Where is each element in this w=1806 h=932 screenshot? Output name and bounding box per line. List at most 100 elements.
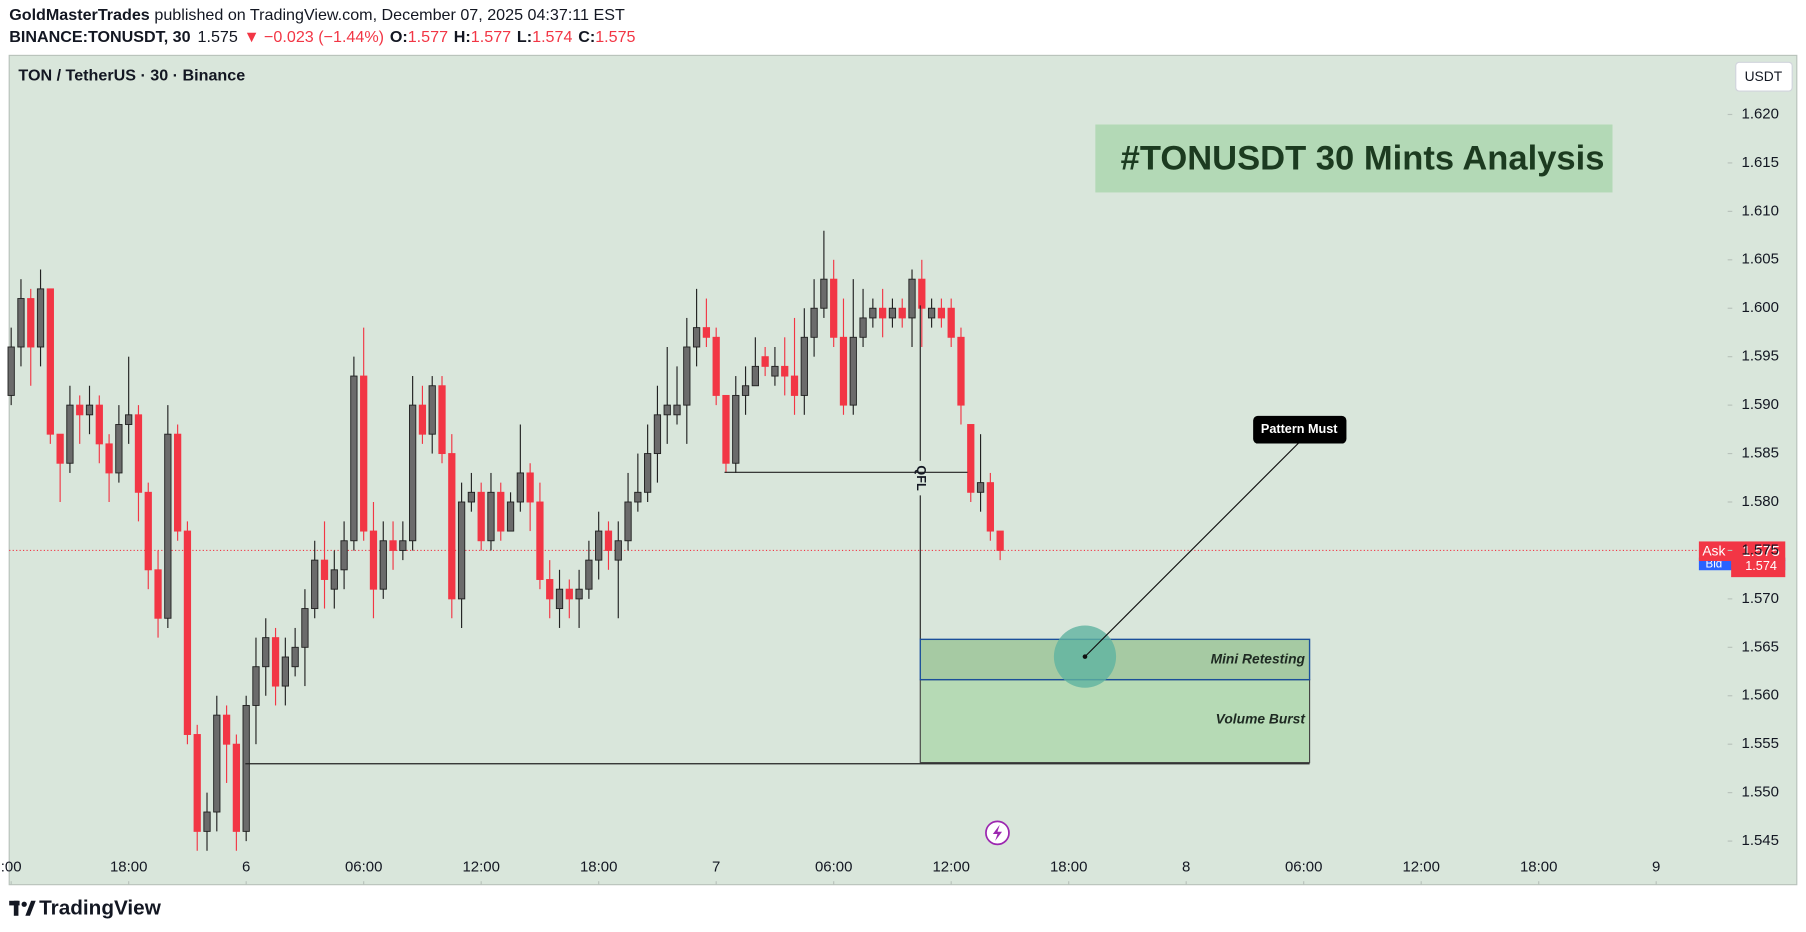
candle-body — [27, 298, 35, 348]
y-tick-label: 1.620 — [1742, 105, 1779, 122]
currency: USDT — [1745, 68, 1783, 84]
y-tick-label: 1.570 — [1742, 590, 1779, 607]
candle-body — [438, 385, 446, 455]
currency-box[interactable] — [1735, 61, 1793, 92]
candle-body — [908, 278, 916, 319]
candle-body — [536, 501, 544, 580]
x-tick-label: 12:00 — [932, 858, 969, 875]
y-tick-label: 1.605 — [1742, 251, 1779, 268]
candle-body — [673, 404, 681, 416]
candle-body — [771, 365, 779, 377]
candle-body — [614, 540, 622, 561]
candle-body — [849, 336, 857, 406]
candle-body — [644, 453, 652, 493]
qfl-label: QFL — [914, 465, 928, 491]
x-tick-label: 8 — [1182, 858, 1190, 875]
candle-body — [311, 559, 319, 610]
candle-body — [653, 414, 662, 455]
candle-body — [663, 404, 671, 416]
ask-tag — [1698, 541, 1786, 562]
candle-body — [790, 375, 799, 396]
candle-body — [360, 375, 368, 532]
low: 1.574 — [532, 28, 572, 46]
candle-body — [76, 404, 84, 416]
zone-top-label: Mini Retesting — [1211, 651, 1306, 667]
x-tick-label: 18:00 — [1520, 858, 1557, 875]
x-tick-label: 7 — [712, 858, 720, 875]
close-label: C: — [578, 28, 595, 46]
candle-body — [271, 637, 280, 687]
candle-body — [17, 298, 25, 348]
candle-body — [585, 559, 593, 590]
y-tick-label: 1.585 — [1742, 445, 1779, 462]
candle-body — [36, 288, 45, 348]
candle-body — [487, 491, 495, 542]
candle-body — [222, 714, 231, 745]
pointer-dot — [1082, 654, 1088, 659]
brand-logo — [9, 900, 36, 916]
candle-body — [369, 530, 378, 590]
candle-body — [692, 327, 701, 348]
y-tick-label: 1.560 — [1742, 687, 1779, 704]
bid-price: 1.574 — [1745, 559, 1777, 573]
candle-body — [409, 404, 417, 542]
logo-part — [25, 900, 36, 916]
candle-body — [46, 288, 54, 435]
headline: #TONUSDT 30 Mints Analysis — [1121, 139, 1605, 177]
candle-body — [134, 414, 143, 493]
volume-burst-zone — [919, 679, 1311, 764]
candle-body — [193, 734, 201, 832]
symbol: BINANCE:TONUSDT, 30 — [9, 28, 190, 46]
candle-body — [428, 385, 436, 435]
candle-body — [477, 491, 485, 542]
candle-body — [448, 453, 456, 600]
candle-body — [144, 491, 152, 571]
candle-body — [66, 404, 74, 464]
alert-bolt — [992, 824, 1003, 841]
chart-pane — [8, 54, 1798, 886]
zone-bottom-label: Volume Burst — [1216, 711, 1307, 727]
low-label: L: — [517, 28, 532, 46]
ask-price: 1.575 — [1742, 543, 1779, 560]
candle-body — [800, 336, 808, 396]
candle-body — [732, 394, 740, 464]
y-tick-label: 1.590 — [1742, 396, 1779, 413]
candle-body — [565, 588, 573, 600]
candle-body — [330, 569, 338, 590]
candle-body — [154, 569, 162, 619]
candle-body — [712, 336, 720, 396]
candle-body — [947, 307, 955, 338]
candle-body — [242, 704, 250, 832]
candle-body — [7, 346, 15, 396]
chart-title: TON / TetherUS · 30 · Binance — [18, 66, 245, 84]
candle-body — [781, 365, 789, 377]
candle-body — [203, 811, 211, 832]
candle-body — [232, 743, 241, 832]
candle-body — [350, 375, 358, 542]
y-tick-label: 1.555 — [1742, 735, 1779, 752]
candle-body — [56, 433, 64, 464]
x-tick-label: 18:00 — [580, 858, 617, 875]
candle-body — [937, 307, 946, 319]
pattern-box — [1253, 415, 1347, 444]
candle-body — [879, 307, 887, 319]
candle-body — [634, 491, 642, 503]
candle-body — [399, 540, 407, 551]
x-tick-label: 6 — [242, 858, 250, 875]
candle-body — [996, 530, 1004, 551]
y-tick-label: 1.550 — [1742, 784, 1779, 801]
high: 1.577 — [471, 28, 511, 46]
candle-body — [604, 530, 613, 551]
candle-body — [575, 588, 583, 600]
candle-body — [927, 307, 936, 319]
candle-body — [95, 404, 103, 445]
candle-body — [624, 501, 632, 542]
candle-body — [418, 404, 427, 435]
header-line-1: GoldMasterTrades published on TradingView… — [9, 6, 625, 24]
candle-body — [751, 365, 759, 387]
candle-body — [516, 472, 524, 503]
candle-body — [595, 530, 603, 561]
last-tag — [1731, 559, 1786, 578]
candle-body — [457, 501, 466, 600]
